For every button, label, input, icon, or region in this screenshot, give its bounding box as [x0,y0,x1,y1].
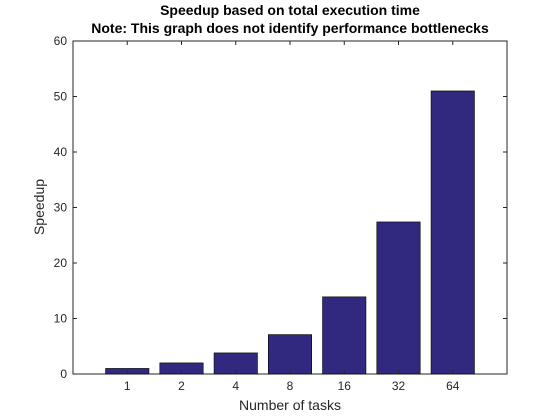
chart-title: Speedup based on total execution time [160,2,420,18]
bar-32 [376,221,421,375]
y-tick-label-60: 60 [54,34,68,48]
x-tick-label-8: 8 [287,379,294,393]
y-tick-label-10: 10 [54,312,68,326]
x-tick-label-2: 2 [178,379,185,393]
x-axis-ticks: 1 2 4 8 16 32 64 [124,41,460,393]
bar-16 [322,296,367,375]
x-tick-label-1: 1 [124,379,131,393]
x-tick-label-32: 32 [392,379,406,393]
x-tick-label-16: 16 [338,379,352,393]
y-tick-label-50: 50 [54,90,68,104]
bar-8 [267,334,312,375]
bars-group [105,90,475,375]
chart-subtitle: Note: This graph does not identify perfo… [91,20,489,36]
y-tick-label-20: 20 [54,256,68,270]
x-tick-label-4: 4 [232,379,239,393]
y-tick-label-40: 40 [54,145,68,159]
x-axis-label: Number of tasks [239,397,341,413]
y-axis-ticks: 0 10 20 30 40 50 60 [54,34,507,381]
y-tick-label-30: 30 [54,201,68,215]
y-axis-label: Speedup [31,179,47,235]
x-tick-label-64: 64 [446,379,460,393]
y-tick-label-0: 0 [60,367,67,381]
bar-64 [430,90,475,375]
